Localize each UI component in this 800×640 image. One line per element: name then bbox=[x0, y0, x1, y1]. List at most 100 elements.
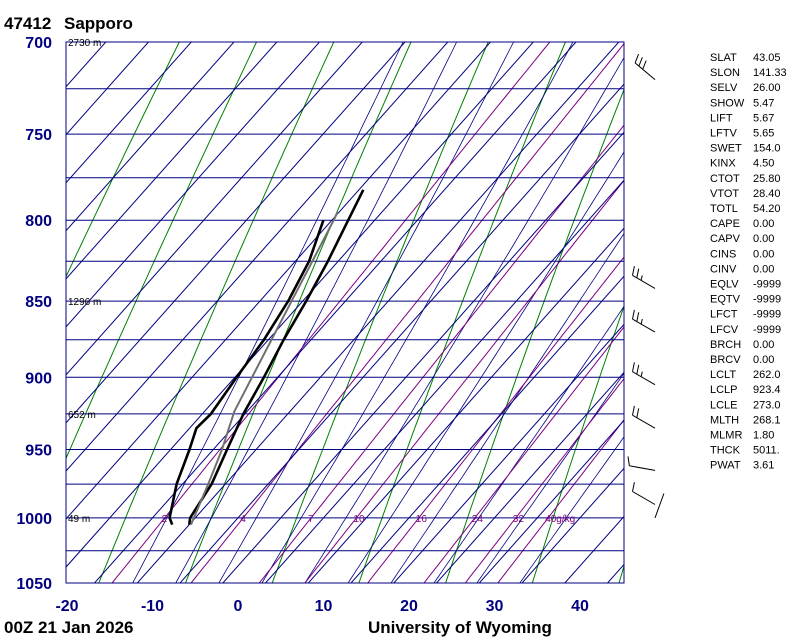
mixing-ratio-label: 10 bbox=[353, 514, 365, 525]
moist-adiabat bbox=[218, 42, 515, 583]
isotherm-line bbox=[66, 42, 107, 88]
isotherm-line bbox=[66, 42, 192, 184]
isotherm-line bbox=[136, 42, 620, 583]
station-id: 47412 bbox=[4, 14, 51, 33]
dry-adiabat bbox=[358, 42, 566, 583]
pressure-tick-label: 1050 bbox=[16, 576, 52, 593]
index-label: MLTH bbox=[710, 414, 739, 426]
index-label: LCLP bbox=[710, 384, 738, 396]
isotherm-line bbox=[179, 83, 624, 583]
isotherm-line bbox=[66, 42, 321, 328]
wind-barb bbox=[632, 482, 656, 505]
index-value: 273.0 bbox=[753, 399, 781, 411]
index-label: LCLT bbox=[710, 369, 736, 381]
dry-adiabat bbox=[445, 88, 624, 583]
index-value: 5011. bbox=[753, 445, 780, 457]
mixing-ratio-label: 32 bbox=[513, 514, 525, 525]
height-label: 49 m bbox=[68, 514, 90, 525]
wind-barb bbox=[654, 493, 665, 519]
pressure-tick-label: 900 bbox=[25, 370, 52, 387]
wind-barb bbox=[632, 405, 656, 429]
isotherm-line bbox=[66, 42, 150, 136]
moist-adiabat bbox=[476, 372, 624, 583]
station-name: Sapporo bbox=[64, 14, 133, 33]
mixing-ratio-line bbox=[497, 419, 624, 583]
temperature-tick-label: -20 bbox=[55, 598, 78, 615]
index-value: 4.50 bbox=[753, 158, 774, 170]
index-label: THCK bbox=[710, 445, 741, 457]
dry-adiabat bbox=[98, 42, 335, 583]
index-value: 262.0 bbox=[753, 369, 781, 381]
index-value: 5.65 bbox=[753, 128, 774, 140]
index-label: CTOT bbox=[710, 173, 740, 185]
index-value: 28.40 bbox=[753, 188, 781, 200]
pressure-tick-label: 800 bbox=[25, 213, 52, 230]
isotherm-line bbox=[93, 42, 577, 583]
wind-barb bbox=[627, 456, 656, 471]
index-value: 154.0 bbox=[753, 143, 781, 155]
mixing-ratio-label: 16 bbox=[416, 514, 428, 525]
temperature-tick-label: 30 bbox=[486, 598, 504, 615]
isotherm-line bbox=[350, 275, 624, 583]
pressure-tick-label: 950 bbox=[25, 443, 52, 460]
isotherm-line bbox=[66, 42, 406, 424]
moist-adiabat bbox=[132, 42, 404, 583]
isotherm-line bbox=[66, 42, 449, 472]
index-label: BRCV bbox=[710, 354, 741, 366]
mixing-ratio-label: 40g/kg bbox=[545, 514, 575, 525]
height-label: 652 m bbox=[68, 410, 96, 421]
index-value: 0.00 bbox=[753, 233, 774, 245]
index-value: 0.00 bbox=[753, 354, 774, 366]
isotherm-line bbox=[393, 323, 624, 583]
time-label: 00Z 21 Jan 2026 bbox=[4, 618, 133, 637]
isotherm-line bbox=[222, 131, 624, 583]
background-lines bbox=[66, 23, 800, 596]
index-label: CAPV bbox=[710, 233, 741, 245]
temperature-tick-label: 10 bbox=[315, 598, 333, 615]
isotherm-line bbox=[66, 42, 534, 568]
index-label: LCLE bbox=[710, 399, 738, 411]
temperature-tick-label: -10 bbox=[141, 598, 164, 615]
index-label: SLAT bbox=[710, 52, 737, 64]
index-value: 43.05 bbox=[753, 52, 781, 64]
wind-barb bbox=[634, 53, 656, 80]
index-value: 54.20 bbox=[753, 203, 781, 215]
index-value: 1.80 bbox=[753, 430, 774, 442]
plot-frame bbox=[65, 41, 625, 584]
index-label: VTOT bbox=[710, 188, 739, 200]
index-value: 0.00 bbox=[753, 263, 774, 275]
pressure-tick-label: 1000 bbox=[16, 511, 52, 528]
index-value: 268.1 bbox=[753, 414, 781, 426]
index-value: 0.00 bbox=[753, 339, 774, 351]
pressure-tick-label: 850 bbox=[25, 294, 52, 311]
index-value: -9999 bbox=[753, 294, 781, 306]
mixing-ratio-label: 4 bbox=[240, 514, 246, 525]
index-label: EQTV bbox=[710, 294, 741, 306]
index-label: LFCT bbox=[710, 309, 738, 321]
index-label: CAPE bbox=[710, 218, 740, 230]
isotherm-line bbox=[66, 42, 363, 376]
index-value: 3.61 bbox=[753, 460, 774, 472]
index-label: SLON bbox=[710, 67, 740, 79]
index-label: LIFT bbox=[710, 112, 733, 124]
height-label: 1296 m bbox=[68, 297, 101, 308]
index-label: CINV bbox=[710, 263, 737, 275]
isotherm-line bbox=[66, 42, 278, 280]
mixing-ratio-line bbox=[464, 377, 624, 583]
mixing-ratio-label: 24 bbox=[472, 514, 484, 525]
index-label: EQLV bbox=[710, 279, 739, 291]
mixing-ratio-label: 7 bbox=[308, 514, 314, 525]
index-value: 5.47 bbox=[753, 97, 774, 109]
index-value: -9999 bbox=[753, 309, 781, 321]
index-value: -9999 bbox=[753, 279, 781, 291]
pressure-tick-label: 750 bbox=[25, 127, 52, 144]
wind-barb bbox=[632, 309, 656, 333]
dry-adiabat bbox=[789, 23, 800, 596]
temperature-tick-label: 40 bbox=[571, 598, 589, 615]
index-label: BRCH bbox=[710, 339, 741, 351]
isotherms bbox=[66, 42, 624, 583]
index-value: 0.00 bbox=[753, 218, 774, 230]
isotherm-line bbox=[66, 42, 492, 520]
wind-barbs bbox=[627, 53, 665, 519]
